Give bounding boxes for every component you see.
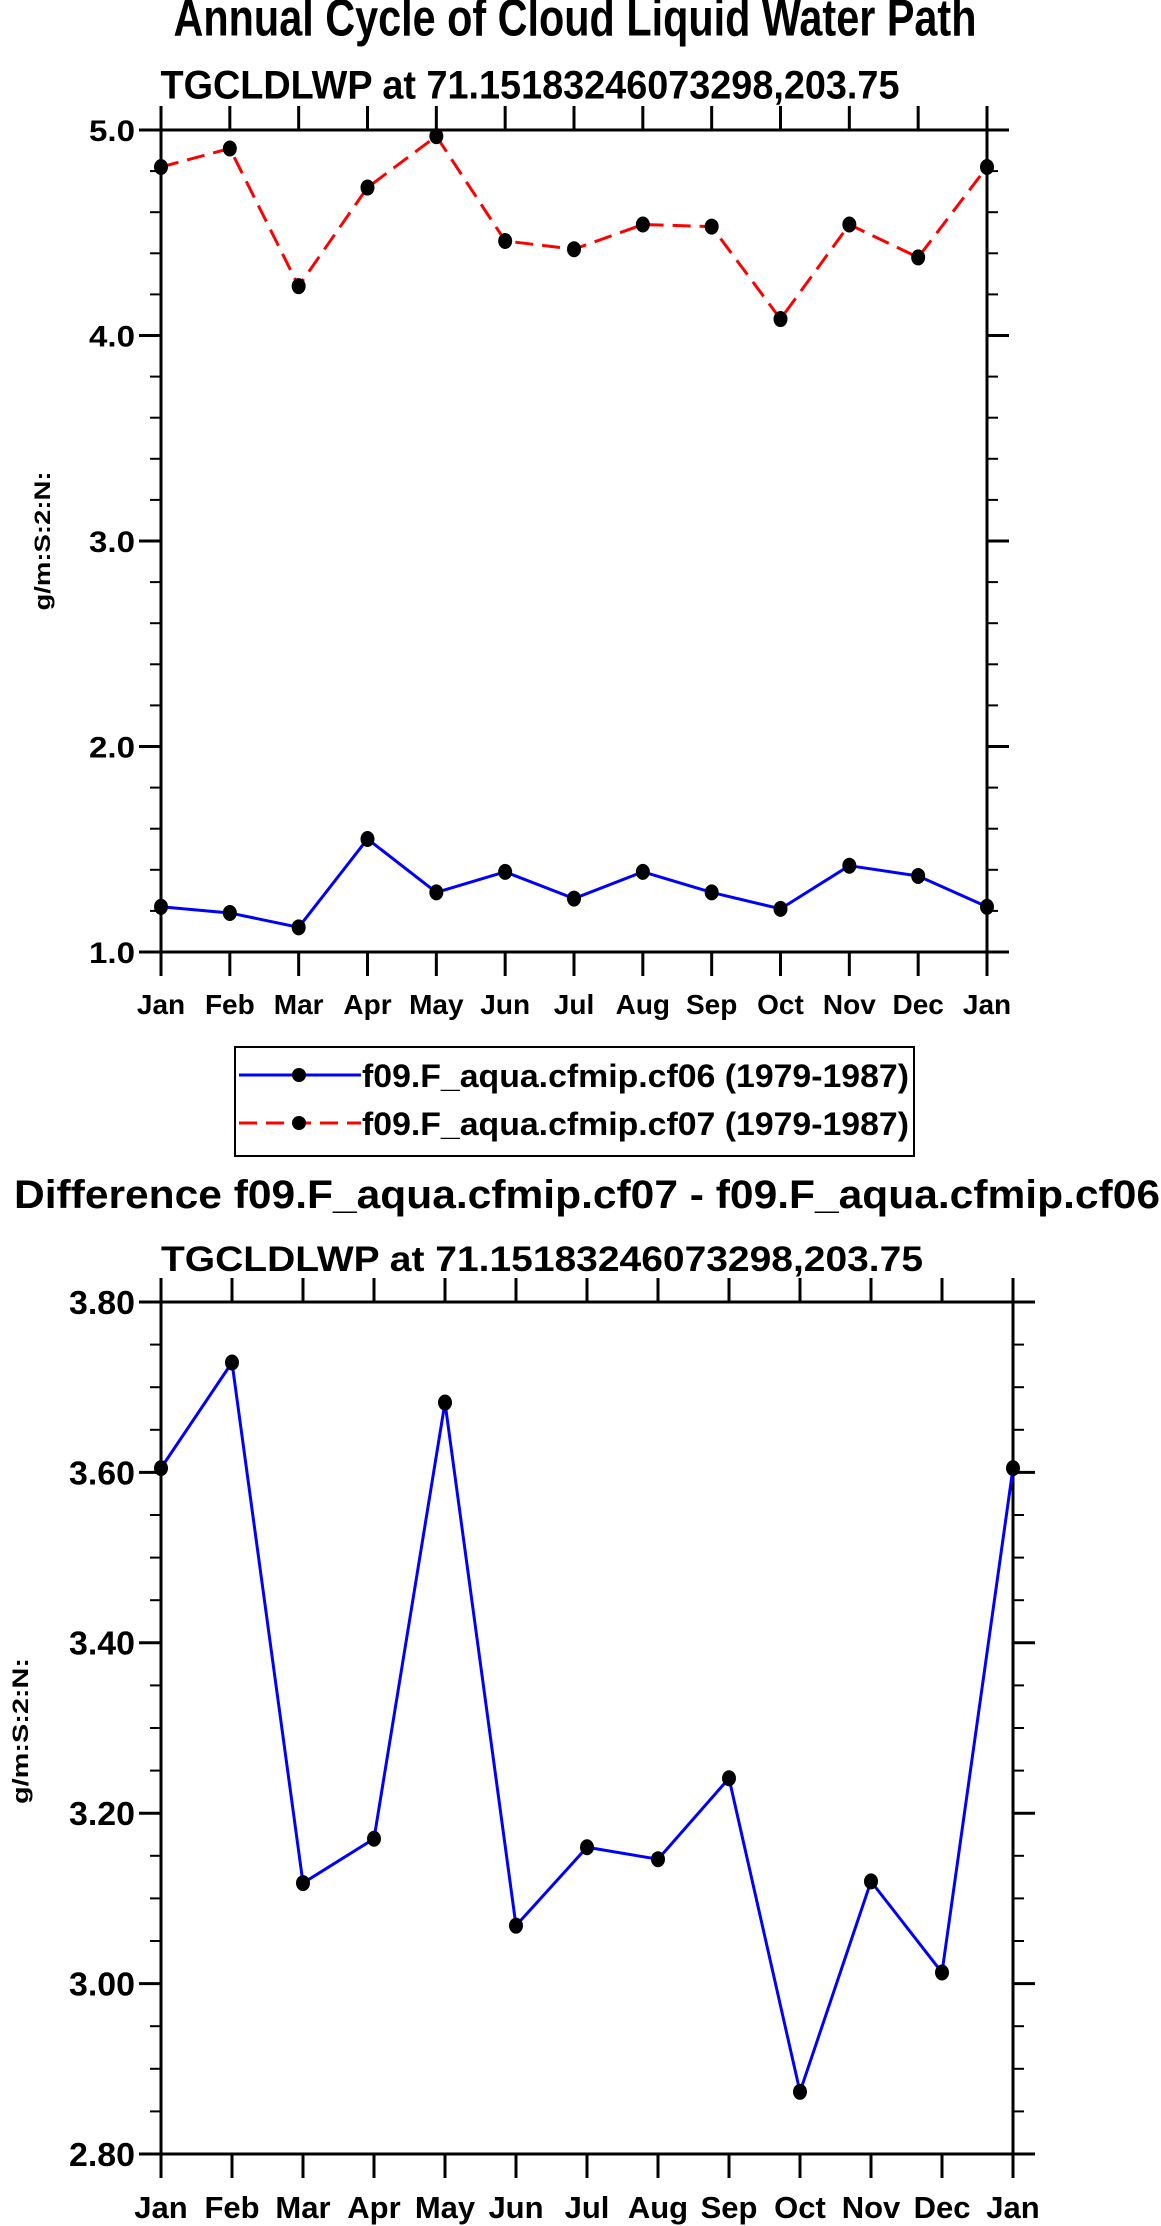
data-point [154, 158, 168, 175]
chart1-subtitle: TGCLDLWP at 71.15183246073298,203.75 [160, 63, 899, 108]
y-tick-label: 5.0 [89, 115, 135, 148]
y-tick-label: 3.00 [69, 1965, 135, 2002]
data-point [360, 179, 375, 196]
legend-label-cf07: f09.F_aqua.cfmip.cf07 (1979-1987) [362, 1106, 909, 1142]
data-point [704, 884, 719, 901]
data-point [225, 1354, 239, 1371]
x-tick-label: Jun [480, 989, 530, 1020]
y-tick-label: 3.20 [69, 1795, 135, 1832]
data-point [438, 1394, 452, 1411]
chart1-y-axis-label: g/m:S:2:N: [30, 472, 55, 611]
x-tick-label: Nov [842, 2190, 901, 2225]
series-line [160, 837, 988, 929]
x-tick-label: Mar [275, 2190, 330, 2225]
data-point [842, 216, 857, 233]
y-tick-label: 2.0 [89, 731, 135, 764]
y-tick-label: 3.80 [69, 1284, 135, 1321]
x-tick-label: Jul [565, 2190, 610, 2225]
x-tick-label: Jun [488, 2190, 543, 2225]
data-point [980, 158, 994, 175]
data-point [793, 2083, 807, 2100]
chart1-title: Annual Cycle of Cloud Liquid Water Path [173, 0, 976, 47]
data-point [498, 232, 513, 249]
data-point [773, 900, 788, 917]
data-point [567, 890, 581, 907]
chart1-plot-area: 1.0 2.0 3.0 4.0 5.0 Jan Feb Mar Apr May Jun Jul Aug S… [89, 106, 1011, 1020]
x-tick-label: Dec [892, 989, 943, 1020]
x-tick-label: Oct [757, 989, 804, 1020]
x-tick-label: Apr [343, 989, 391, 1020]
x-tick-label: May [409, 989, 464, 1020]
plot-frame [159, 1300, 1015, 2156]
chart2-y-axis-label: g/m:S:2:N: [8, 1658, 33, 1804]
data-point [222, 140, 237, 157]
data-point [842, 857, 857, 874]
x-tick-label: Dec [914, 2190, 971, 2225]
data-point [567, 241, 581, 258]
data-point [154, 898, 168, 915]
x-tick-label: Jan [963, 989, 1011, 1020]
x-tick-label: Feb [205, 989, 255, 1020]
data-point [635, 863, 650, 880]
legend-marker-cf06 [292, 1068, 306, 1082]
data-point [773, 311, 788, 328]
data-point [864, 1873, 878, 1890]
data-point [429, 884, 444, 901]
x-tick-label: Jan [137, 989, 185, 1020]
y-tick-label: 3.0 [89, 526, 135, 559]
x-tick-label: Oct [774, 2190, 826, 2225]
data-point [429, 128, 444, 145]
x-tick-label: Mar [274, 989, 324, 1020]
x-tick-label: Sep [701, 2190, 758, 2225]
data-point [911, 249, 926, 266]
chart2-plot-area: 2.80 3.00 3.20 3.40 3.60 3.80 Jan Feb Mar Apr May J… [69, 1278, 1040, 2225]
y-tick-label: 3.40 [69, 1625, 135, 1662]
x-tick-label: Aug [628, 2190, 688, 2225]
x-tick-label: Jul [554, 989, 594, 1020]
data-point [722, 1770, 736, 1787]
legend-label-cf06: f09.F_aqua.cfmip.cf06 (1979-1987) [362, 1058, 909, 1094]
data-point [704, 218, 719, 235]
x-tick-label: Nov [823, 989, 876, 1020]
data-point [360, 830, 375, 847]
chart2-subtitle: TGCLDLWP at 71.15183246073298,203.75 [161, 1240, 923, 1279]
data-point [296, 1875, 310, 1892]
legend-box [234, 1046, 915, 1157]
x-tick-label: Apr [347, 2190, 400, 2225]
data-point [980, 898, 994, 915]
data-point [154, 1460, 168, 1477]
legend: f09.F_aqua.cfmip.cf06 (1979-1987) f09.F_… [234, 1046, 915, 1157]
data-point [222, 904, 237, 921]
data-point [651, 1851, 665, 1868]
data-point [291, 278, 306, 295]
series-line [159, 1360, 1015, 2094]
data-point [291, 919, 306, 936]
x-tick-label: Jan [986, 2190, 1039, 2225]
x-tick-label: Sep [686, 989, 737, 1020]
data-point [1006, 1460, 1020, 1477]
data-point [509, 1917, 523, 1934]
data-point [935, 1964, 949, 1981]
x-tick-label: Feb [204, 2190, 259, 2225]
x-tick-label: May [415, 2190, 476, 2225]
series-line [160, 134, 989, 321]
y-tick-label: 2.80 [69, 2136, 135, 2173]
x-tick-label: Aug [616, 989, 670, 1020]
data-point [580, 1839, 594, 1856]
y-tick-label: 1.0 [89, 937, 135, 970]
data-point [367, 1830, 381, 1847]
x-tick-label: Jan [134, 2190, 187, 2225]
y-tick-label: 4.0 [89, 320, 135, 353]
data-point [911, 867, 926, 884]
chart2-title: Difference f09.F_aqua.cfmip.cf07 - f09.F… [14, 1173, 1160, 1217]
data-point [635, 216, 650, 233]
y-tick-label: 3.60 [69, 1454, 135, 1491]
data-point [498, 863, 513, 880]
legend-marker-cf07 [292, 1116, 306, 1130]
